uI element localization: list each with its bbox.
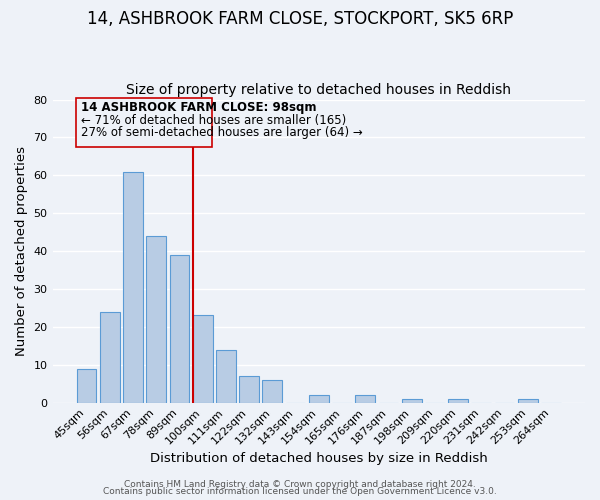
Y-axis label: Number of detached properties: Number of detached properties [15, 146, 28, 356]
Text: 14 ASHBROOK FARM CLOSE: 98sqm: 14 ASHBROOK FARM CLOSE: 98sqm [81, 102, 316, 114]
Text: Contains HM Land Registry data © Crown copyright and database right 2024.: Contains HM Land Registry data © Crown c… [124, 480, 476, 489]
Text: 27% of semi-detached houses are larger (64) →: 27% of semi-detached houses are larger (… [81, 126, 362, 138]
Bar [239, 376, 259, 402]
X-axis label: Distribution of detached houses by size in Reddish: Distribution of detached houses by size … [150, 452, 488, 465]
Bar [146, 236, 166, 402]
Text: ← 71% of detached houses are smaller (165): ← 71% of detached houses are smaller (16… [81, 114, 346, 126]
Bar [309, 395, 329, 402]
Bar [77, 368, 97, 402]
Bar [518, 399, 538, 402]
Bar [193, 316, 212, 402]
Bar [123, 172, 143, 402]
Bar [216, 350, 236, 403]
Bar [262, 380, 282, 402]
Text: 14, ASHBROOK FARM CLOSE, STOCKPORT, SK5 6RP: 14, ASHBROOK FARM CLOSE, STOCKPORT, SK5 … [87, 10, 513, 28]
Bar [355, 395, 375, 402]
Bar [76, 98, 212, 147]
Bar [402, 399, 422, 402]
Title: Size of property relative to detached houses in Reddish: Size of property relative to detached ho… [126, 83, 511, 97]
Bar [100, 312, 119, 402]
Bar [448, 399, 468, 402]
Bar [170, 255, 190, 402]
Text: Contains public sector information licensed under the Open Government Licence v3: Contains public sector information licen… [103, 487, 497, 496]
